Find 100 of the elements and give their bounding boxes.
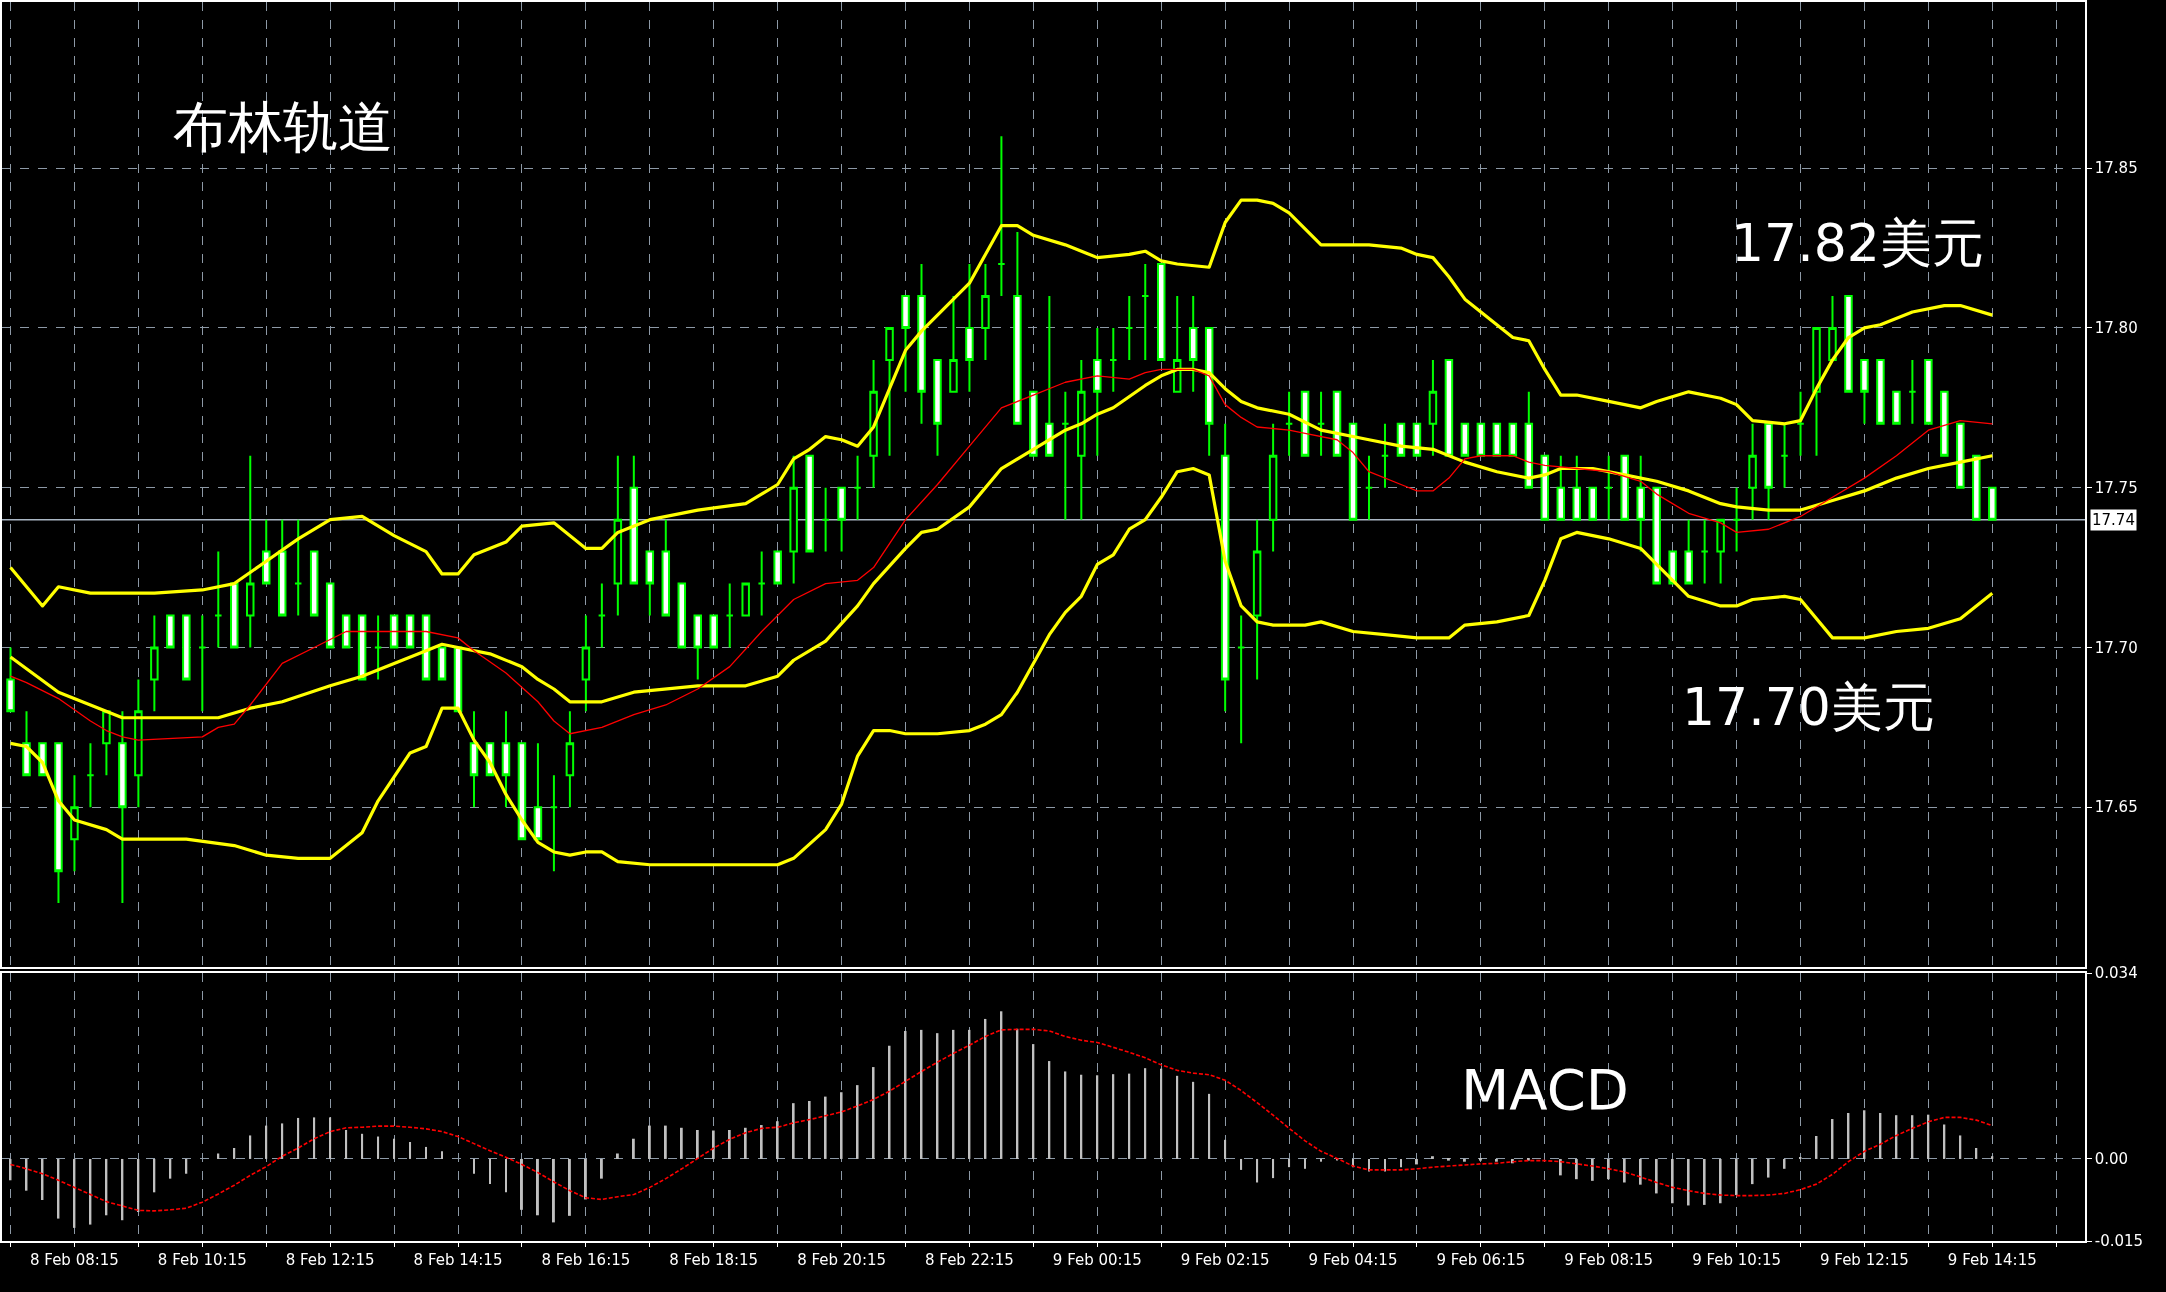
candlestick <box>581 614 591 713</box>
candlestick <box>1172 294 1182 393</box>
candlestick <box>501 710 511 809</box>
bar <box>1575 1158 1578 1180</box>
bar <box>1751 1158 1754 1185</box>
candlestick <box>917 263 926 425</box>
bar <box>1991 1156 1994 1159</box>
bar <box>505 1158 507 1193</box>
bar <box>632 1138 635 1159</box>
bar <box>1639 1158 1642 1185</box>
x-tick-label: 9 Feb 10:15 <box>1692 1250 1782 1269</box>
x-tick-label: 9 Feb 14:15 <box>1947 1250 2037 1269</box>
bar <box>249 1135 252 1159</box>
annotation: 17.70美元 <box>1682 677 1935 737</box>
x-tick-label: 8 Feb 08:15 <box>30 1250 119 1269</box>
candlestick <box>741 582 750 617</box>
candlestick <box>837 486 846 553</box>
bar <box>1272 1158 1275 1179</box>
candlestick <box>1844 294 1853 393</box>
candlestick <box>933 358 942 457</box>
candlestick <box>1620 454 1629 521</box>
bar <box>536 1158 539 1216</box>
candlestick <box>757 550 766 617</box>
candlestick <box>1988 486 1997 521</box>
candlestick <box>1972 454 1981 521</box>
candlestick <box>54 742 63 905</box>
x-tick-label: 9 Feb 08:15 <box>1564 1250 1654 1269</box>
bar <box>1240 1158 1243 1170</box>
line-series <box>9 1028 1994 1212</box>
candlestick <box>565 710 575 809</box>
text: 布林轨道 <box>173 95 393 159</box>
bar <box>297 1117 300 1159</box>
candlestick <box>1077 358 1086 521</box>
candlestick <box>1029 390 1038 457</box>
candlestick <box>182 614 191 681</box>
bar <box>1687 1158 1690 1206</box>
x-tick-label: 9 Feb 04:15 <box>1308 1250 1398 1269</box>
bar <box>1431 1156 1434 1159</box>
bar <box>760 1125 763 1159</box>
candlestick <box>1572 454 1582 521</box>
y-tick-label: 17.80 <box>2094 319 2138 338</box>
x-tick-label: 9 Feb 00:15 <box>1052 1250 1142 1269</box>
bar <box>1384 1158 1386 1172</box>
bar <box>1160 1068 1163 1159</box>
annotation: 17.82美元 <box>1731 213 1984 273</box>
candlestick <box>373 614 383 681</box>
bar <box>1559 1158 1562 1176</box>
bar <box>856 1085 859 1159</box>
candlestick <box>1876 358 1885 425</box>
x-tick-label: 9 Feb 02:15 <box>1180 1250 1270 1269</box>
candlestick <box>1284 390 1294 457</box>
candlestick <box>1940 390 1949 457</box>
bar <box>1591 1158 1594 1181</box>
bar <box>1415 1158 1418 1165</box>
candlestick <box>965 263 974 393</box>
bar <box>313 1117 316 1159</box>
bar <box>1623 1158 1626 1183</box>
bar <box>473 1158 475 1174</box>
candlestick <box>773 550 782 585</box>
ref-line-label: 17.74 <box>2092 511 2135 529</box>
candlestick <box>1061 390 1070 521</box>
bar <box>1767 1158 1770 1178</box>
candlestick <box>1956 422 1965 489</box>
bar <box>568 1158 571 1216</box>
candlestick <box>853 454 862 521</box>
bar <box>1400 1158 1402 1168</box>
candlestick <box>885 326 894 457</box>
candlestick <box>1732 486 1741 553</box>
candlestick <box>277 518 287 617</box>
x-tick-label: 8 Feb 16:15 <box>541 1250 631 1269</box>
bar <box>393 1138 396 1159</box>
bar <box>233 1148 236 1159</box>
candlestick <box>1460 422 1470 457</box>
candlestick <box>325 582 335 649</box>
candlestick <box>613 454 623 617</box>
text: MACD <box>1461 1057 1629 1122</box>
candlestick <box>693 614 702 681</box>
candlestick <box>150 614 159 713</box>
bar <box>1719 1158 1722 1204</box>
candlestick <box>1236 614 1246 745</box>
bar <box>425 1146 428 1159</box>
bar <box>329 1117 332 1159</box>
bar <box>1320 1158 1323 1162</box>
y-tick-label: 0.034 <box>2094 964 2138 983</box>
bar <box>1495 1158 1498 1162</box>
candlestick <box>1156 263 1166 361</box>
candlestick <box>118 710 127 905</box>
candlestick <box>725 582 734 649</box>
candlestick <box>1109 326 1118 393</box>
candlestick <box>1892 390 1901 425</box>
candlestick <box>469 710 479 809</box>
candlestick <box>1636 454 1645 553</box>
y-tick-label: 17.70 <box>2094 638 2138 657</box>
candlestick <box>821 486 830 553</box>
candlestick <box>1013 231 1022 425</box>
bar <box>888 1045 891 1159</box>
candlestick <box>1524 390 1534 489</box>
bar <box>1479 1158 1482 1161</box>
bar <box>1176 1075 1179 1159</box>
candlestick <box>86 742 95 809</box>
